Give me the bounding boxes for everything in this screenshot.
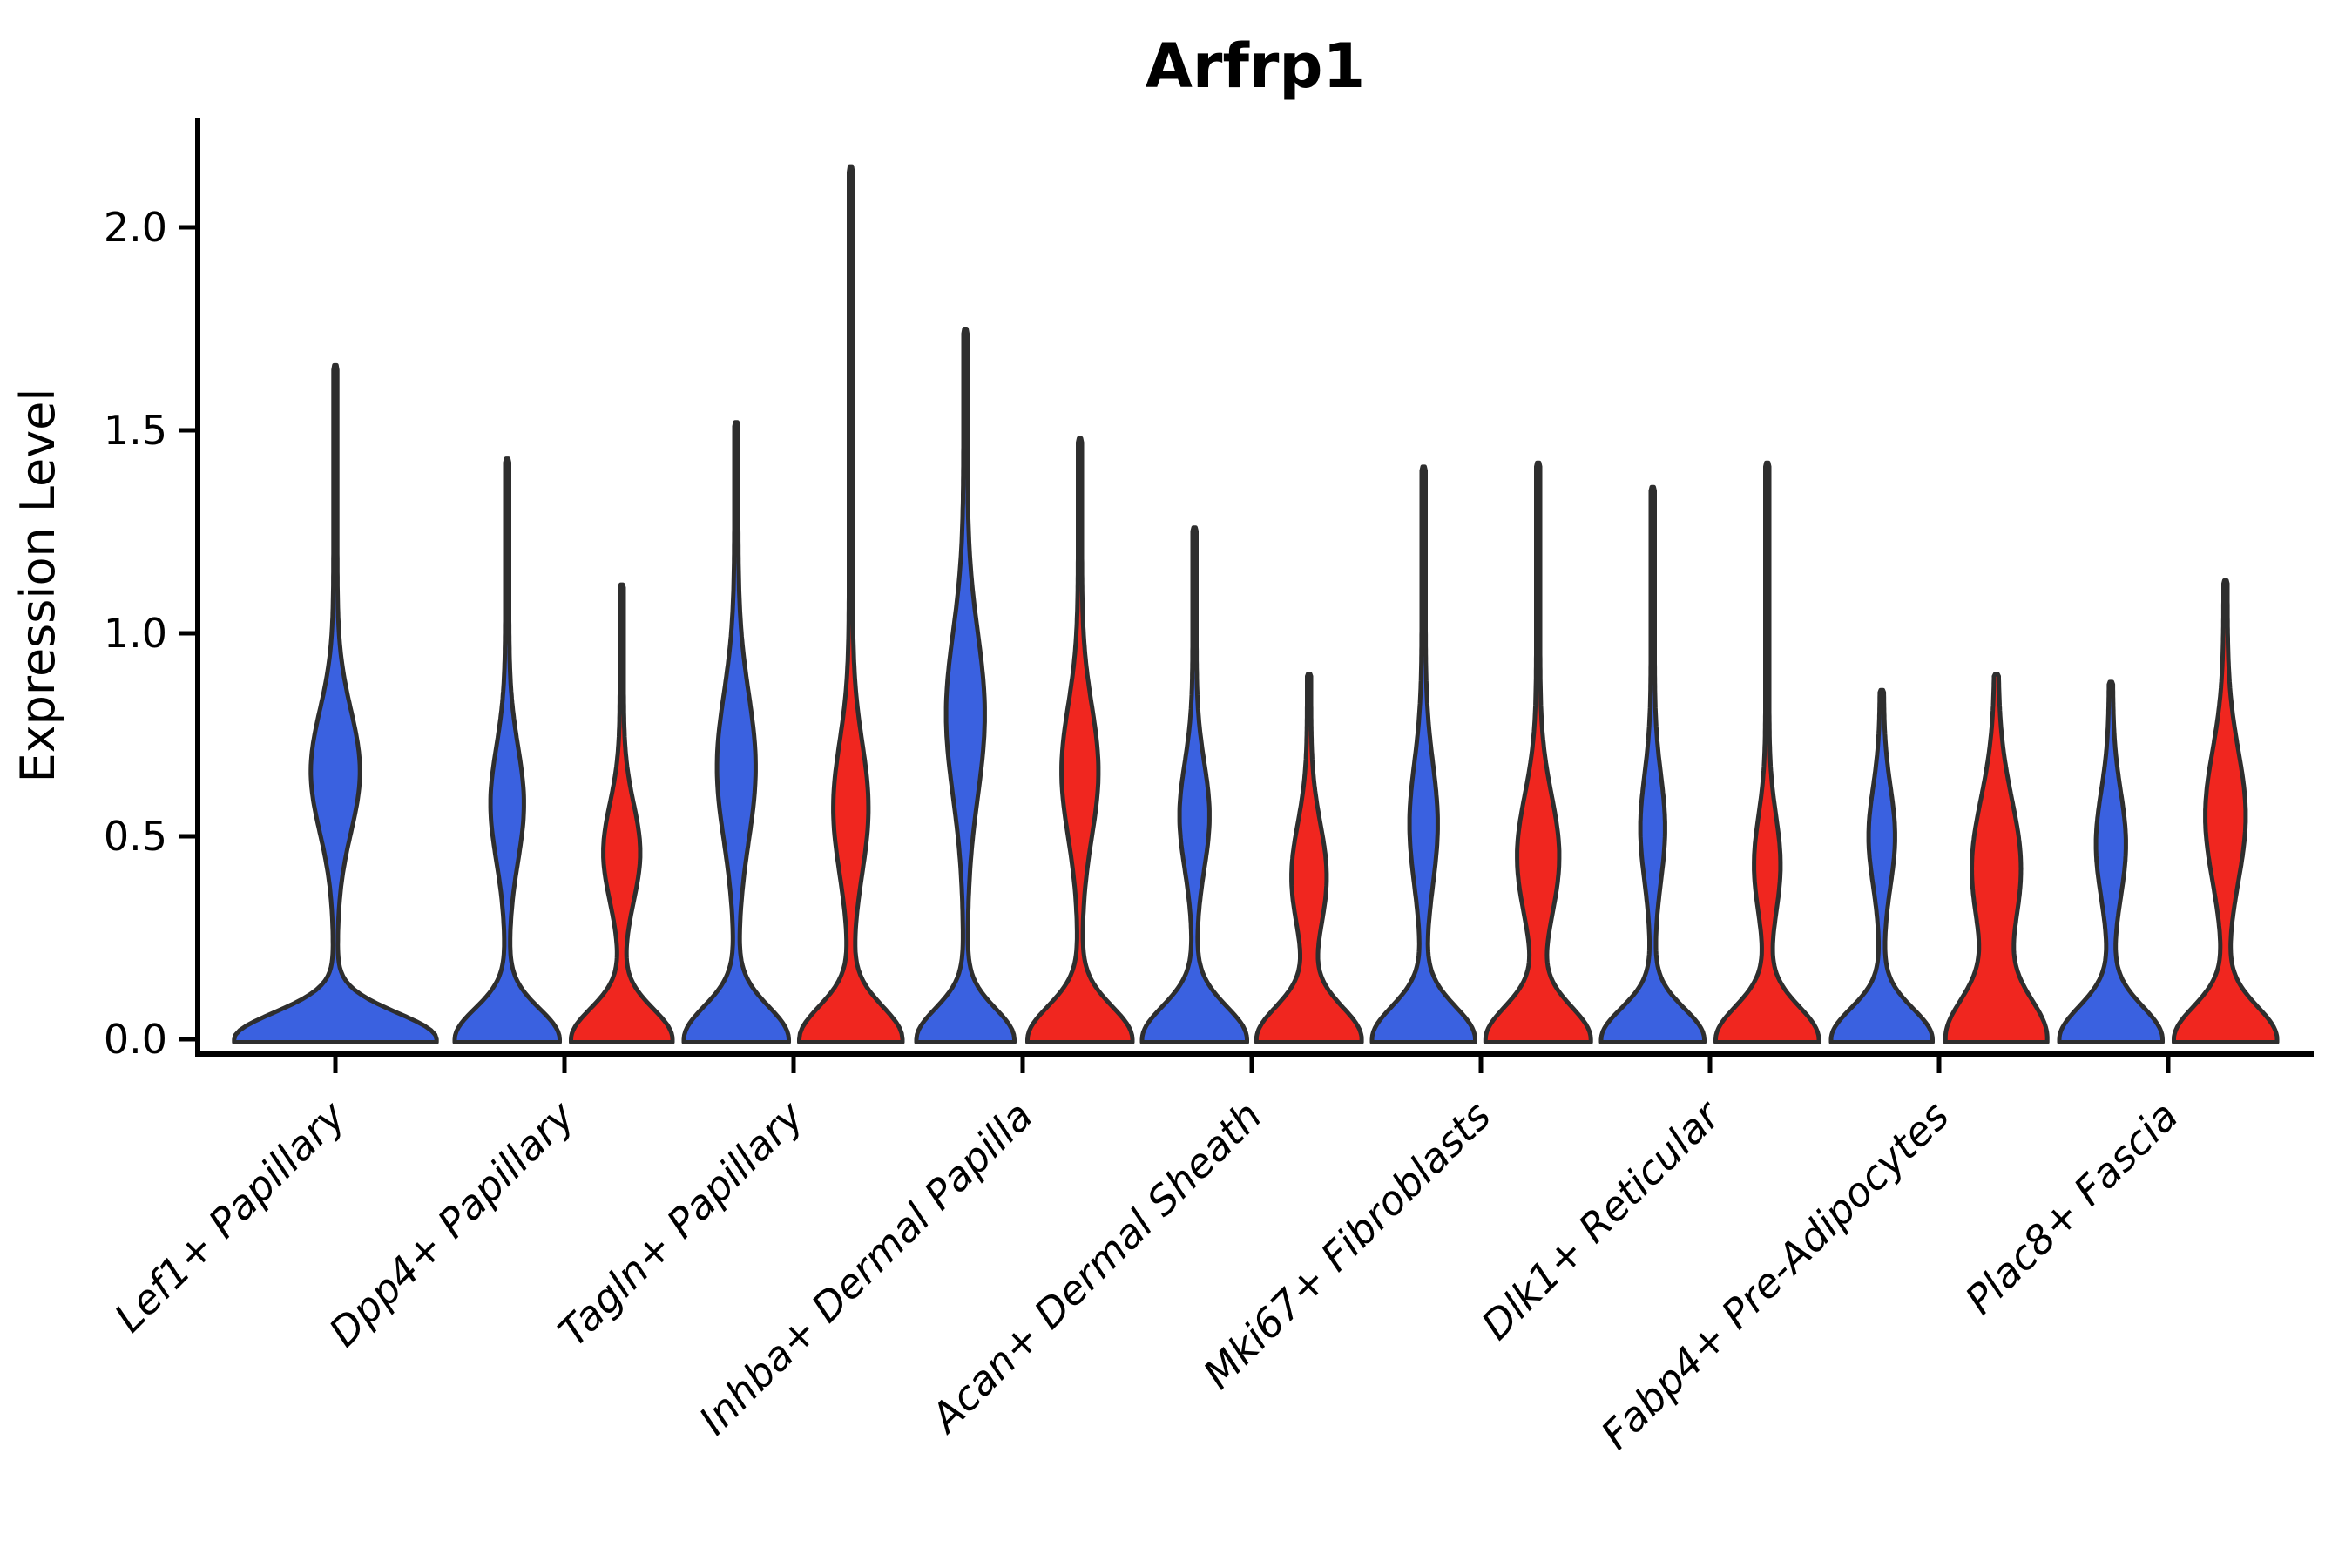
violin-red-dpp4-papillary bbox=[569, 582, 675, 1044]
violin-red-inhba-dermal-papilla bbox=[1025, 436, 1135, 1044]
violin-red-mki67-fibroblasts bbox=[1483, 460, 1593, 1044]
y-tick-label: 1.0 bbox=[104, 610, 167, 657]
y-tick-label: 0.0 bbox=[104, 1016, 167, 1063]
y-tick-label: 1.5 bbox=[104, 407, 167, 454]
x-tick-label: Lef1+ Papillary bbox=[105, 1092, 355, 1341]
x-tick-label: Dpp4+ Papillary bbox=[320, 1092, 584, 1355]
x-tick-label: Plac8+ Fascia bbox=[1956, 1092, 2186, 1323]
violin-red-fabp4-pre-adipocytes bbox=[1943, 672, 2050, 1044]
axes-group bbox=[195, 118, 2314, 1057]
violin-series-group bbox=[232, 164, 2280, 1044]
violin-red-dlk1-reticular bbox=[1713, 460, 1821, 1044]
x-tick-label: Dlk1+ Reticular bbox=[1472, 1090, 1731, 1348]
violin-red-plac8-fascia bbox=[2172, 578, 2280, 1044]
violin-blue-fabp4-pre-adipocytes bbox=[1828, 687, 1935, 1044]
x-tick-label: Tagln+ Papillary bbox=[549, 1092, 813, 1355]
y-tick-label: 0.5 bbox=[104, 813, 167, 860]
violin-red-tagln-papillary bbox=[797, 164, 905, 1044]
violin-blue-dpp4-papillary bbox=[452, 456, 562, 1044]
y-axis-label: Expression Level bbox=[10, 389, 65, 783]
violin-blue-inhba-dermal-papilla bbox=[914, 327, 1017, 1044]
violin-blue-tagln-papillary bbox=[681, 420, 791, 1044]
violin-blue-mki67-fibroblasts bbox=[1369, 464, 1477, 1044]
y-tick-label: 2.0 bbox=[104, 204, 167, 251]
figure-title: Arfrp1 bbox=[1146, 30, 1366, 102]
violin-blue-acan-dermal-sheath bbox=[1139, 525, 1249, 1044]
violin-red-acan-dermal-sheath bbox=[1254, 672, 1364, 1044]
violin-blue-lef1-papillary bbox=[232, 362, 439, 1044]
violin-blue-dlk1-reticular bbox=[1598, 484, 1707, 1044]
violin-blue-plac8-fascia bbox=[2057, 679, 2165, 1044]
